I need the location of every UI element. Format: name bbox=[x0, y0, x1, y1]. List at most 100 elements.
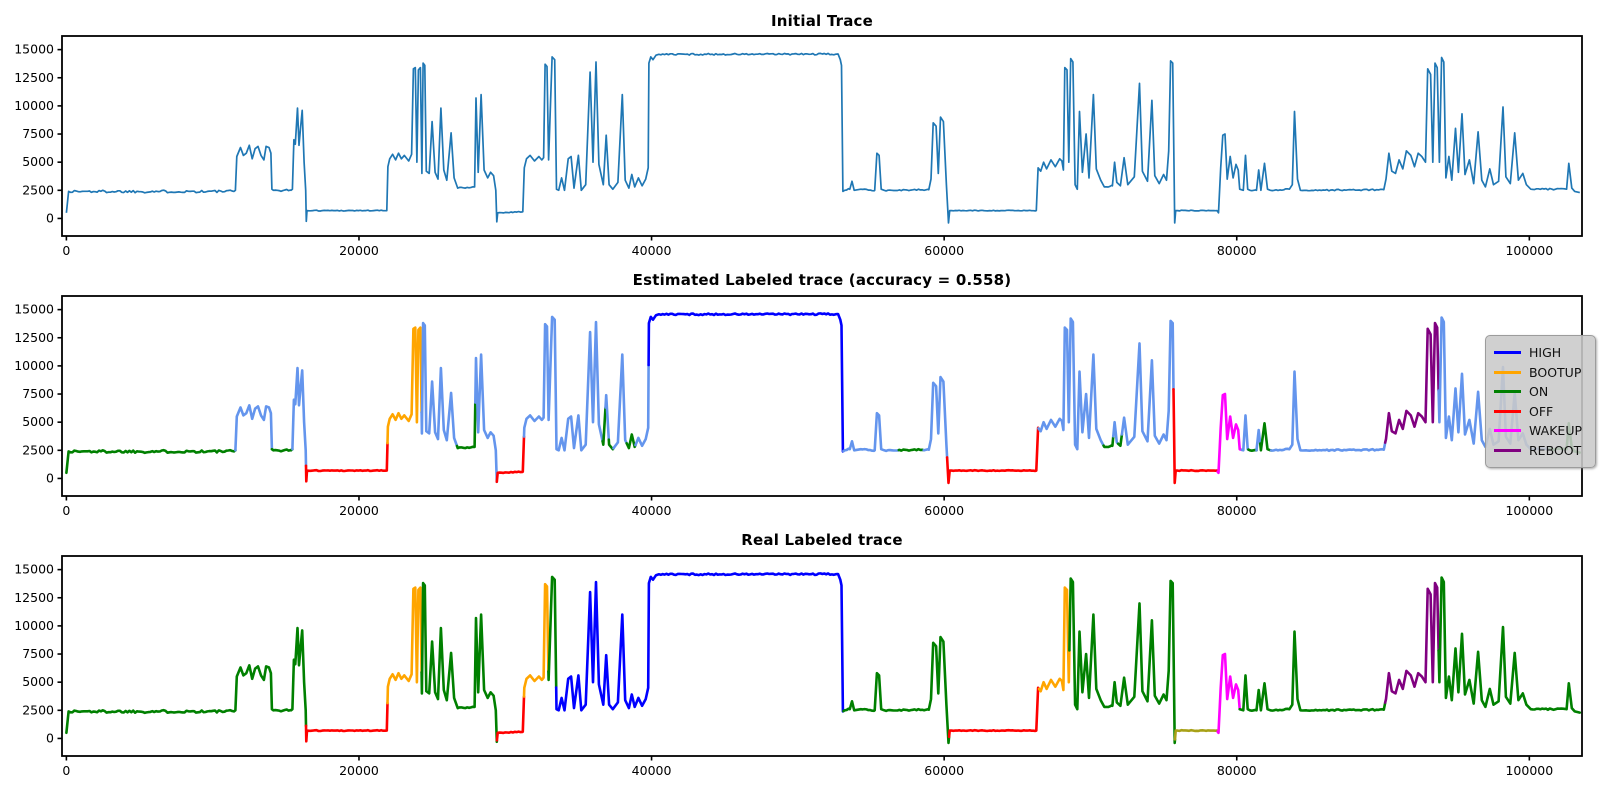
real-segment-bootup bbox=[522, 582, 550, 698]
estimated-segment-lightblue bbox=[291, 366, 308, 468]
real-segment-off bbox=[495, 695, 526, 742]
x-tick-label: 20000 bbox=[339, 763, 379, 778]
estimated-segment-on bbox=[1116, 433, 1124, 448]
y-tick-label: 7500 bbox=[22, 646, 54, 661]
axes-spines bbox=[61, 35, 1583, 237]
estimated-segment-lightblue bbox=[234, 404, 274, 452]
y-tick-label: 12500 bbox=[14, 590, 54, 605]
x-tick-label: 100000 bbox=[1505, 503, 1553, 518]
legend-line-sample bbox=[1494, 390, 1521, 394]
initial-trace-line bbox=[65, 52, 1580, 224]
subplot1-title: Initial Trace bbox=[771, 12, 873, 30]
estimated-segment-lightblue bbox=[604, 393, 611, 441]
subplot-3: 0 20000 40000 60000 80000 100000 0 2500 5000 7500… bbox=[14, 555, 1583, 778]
estimated-segment-lightblue bbox=[634, 363, 650, 448]
legend-label: HIGH bbox=[1529, 345, 1562, 361]
estimated-segment-lightblue bbox=[420, 321, 459, 448]
y-tick-label: 5000 bbox=[22, 674, 54, 689]
y-tick-label: 15000 bbox=[14, 42, 54, 57]
real-segment-bootup bbox=[1037, 586, 1071, 693]
x-tick-label: 0 bbox=[62, 763, 70, 778]
estimated-segment-on bbox=[625, 433, 637, 450]
y-tick-label: 0 bbox=[46, 730, 54, 745]
subplot-1: 0 20000 40000 60000 80000 100000 0 2500 5000 7500… bbox=[14, 35, 1583, 258]
estimated-segment-lightblue bbox=[1240, 414, 1250, 452]
real-segment-off bbox=[304, 701, 389, 743]
estimated-segment-bootup bbox=[386, 326, 423, 445]
x-tick-label: 0 bbox=[62, 503, 70, 518]
estimated-segment-lightblue bbox=[1037, 317, 1105, 451]
legend-item-bootup: BOOTUP bbox=[1494, 363, 1589, 383]
x-tick-label: 60000 bbox=[924, 503, 964, 518]
legend-item-off: OFF bbox=[1494, 402, 1589, 422]
legend-label: ON bbox=[1529, 384, 1549, 400]
legend-item-on: ON bbox=[1494, 382, 1589, 402]
legend-item-reboot: REBOOT bbox=[1494, 441, 1589, 461]
real-segment-on bbox=[1437, 576, 1582, 714]
legend-label: BOOTUP bbox=[1529, 364, 1582, 380]
estimated-segment-lightblue bbox=[842, 411, 901, 453]
y-tick-label: 0 bbox=[46, 470, 54, 485]
estimated-segment-lightblue bbox=[922, 375, 949, 459]
estimated-segment-on bbox=[897, 447, 925, 452]
real-segment-reboot bbox=[1383, 581, 1440, 704]
y-tick-label: 10000 bbox=[14, 358, 54, 373]
legend-item-high: HIGH bbox=[1494, 343, 1589, 363]
y-tick-label: 2500 bbox=[22, 182, 54, 197]
legend-line-sample bbox=[1494, 409, 1521, 413]
legend-item-wakeup: WAKEUP bbox=[1494, 421, 1589, 441]
x-tick-label: 60000 bbox=[924, 243, 964, 258]
real-segment-on bbox=[842, 635, 951, 745]
estimated-segment-lightblue bbox=[1120, 319, 1175, 446]
axes-spines bbox=[61, 555, 1583, 757]
real-segment-high bbox=[554, 572, 845, 713]
real-segment-on bbox=[1238, 630, 1387, 713]
y-tick-label: 2500 bbox=[22, 442, 54, 457]
real-segment-on bbox=[547, 575, 558, 689]
x-tick-label: 40000 bbox=[632, 243, 672, 258]
y-tick-label: 7500 bbox=[22, 126, 54, 141]
y-tick-label: 15000 bbox=[14, 562, 54, 577]
subplot3-title: Real Labeled trace bbox=[741, 531, 903, 549]
x-tick-label: 80000 bbox=[1217, 243, 1257, 258]
axes-spines bbox=[61, 295, 1583, 497]
estimated-segment-on bbox=[601, 406, 607, 446]
estimated-segment-off bbox=[304, 441, 389, 483]
x-tick-label: 60000 bbox=[924, 763, 964, 778]
real-segment-on bbox=[1068, 577, 1177, 745]
real-segment-darkyellow bbox=[1173, 728, 1219, 741]
subplot-2: 0 20000 40000 60000 80000 100000 0 2500 5000 7500… bbox=[14, 295, 1583, 518]
estimated-segment-on bbox=[65, 448, 237, 475]
estimated-segment-high bbox=[647, 312, 845, 453]
real-segment-bootup bbox=[386, 586, 423, 705]
x-tick-label: 100000 bbox=[1505, 763, 1553, 778]
real-segment-wakeup bbox=[1216, 652, 1241, 735]
estimated-segment-on bbox=[455, 401, 477, 450]
x-tick-label: 80000 bbox=[1217, 503, 1257, 518]
x-tick-label: 40000 bbox=[632, 763, 672, 778]
estimated-segment-lightblue bbox=[1269, 370, 1387, 453]
estimated-segment-on bbox=[1258, 422, 1273, 452]
estimated-segment-wakeup bbox=[1216, 392, 1244, 475]
y-tick-label: 0 bbox=[46, 210, 54, 225]
estimated-segment-lightblue bbox=[1255, 428, 1262, 452]
estimated-segment-on bbox=[270, 447, 294, 453]
y-tick-label: 7500 bbox=[22, 386, 54, 401]
y-tick-label: 10000 bbox=[14, 98, 54, 113]
x-tick-label: 20000 bbox=[339, 503, 379, 518]
y-tick-label: 15000 bbox=[14, 302, 54, 317]
legend-line-sample bbox=[1494, 351, 1521, 355]
legend-label: REBOOT bbox=[1529, 442, 1582, 458]
real-segment-on bbox=[420, 581, 499, 744]
real-segment-off bbox=[947, 686, 1041, 739]
x-tick-label: 80000 bbox=[1217, 763, 1257, 778]
y-tick-label: 5000 bbox=[22, 414, 54, 429]
estimated-segment-off bbox=[945, 426, 1040, 485]
estimated-segment-off bbox=[1172, 388, 1219, 485]
legend-line-sample bbox=[1494, 370, 1521, 374]
real-segment-on bbox=[65, 626, 308, 735]
legend-line-sample bbox=[1494, 448, 1521, 452]
estimated-segment-off bbox=[495, 435, 526, 484]
x-tick-label: 0 bbox=[62, 243, 70, 258]
y-tick-label: 12500 bbox=[14, 70, 54, 85]
